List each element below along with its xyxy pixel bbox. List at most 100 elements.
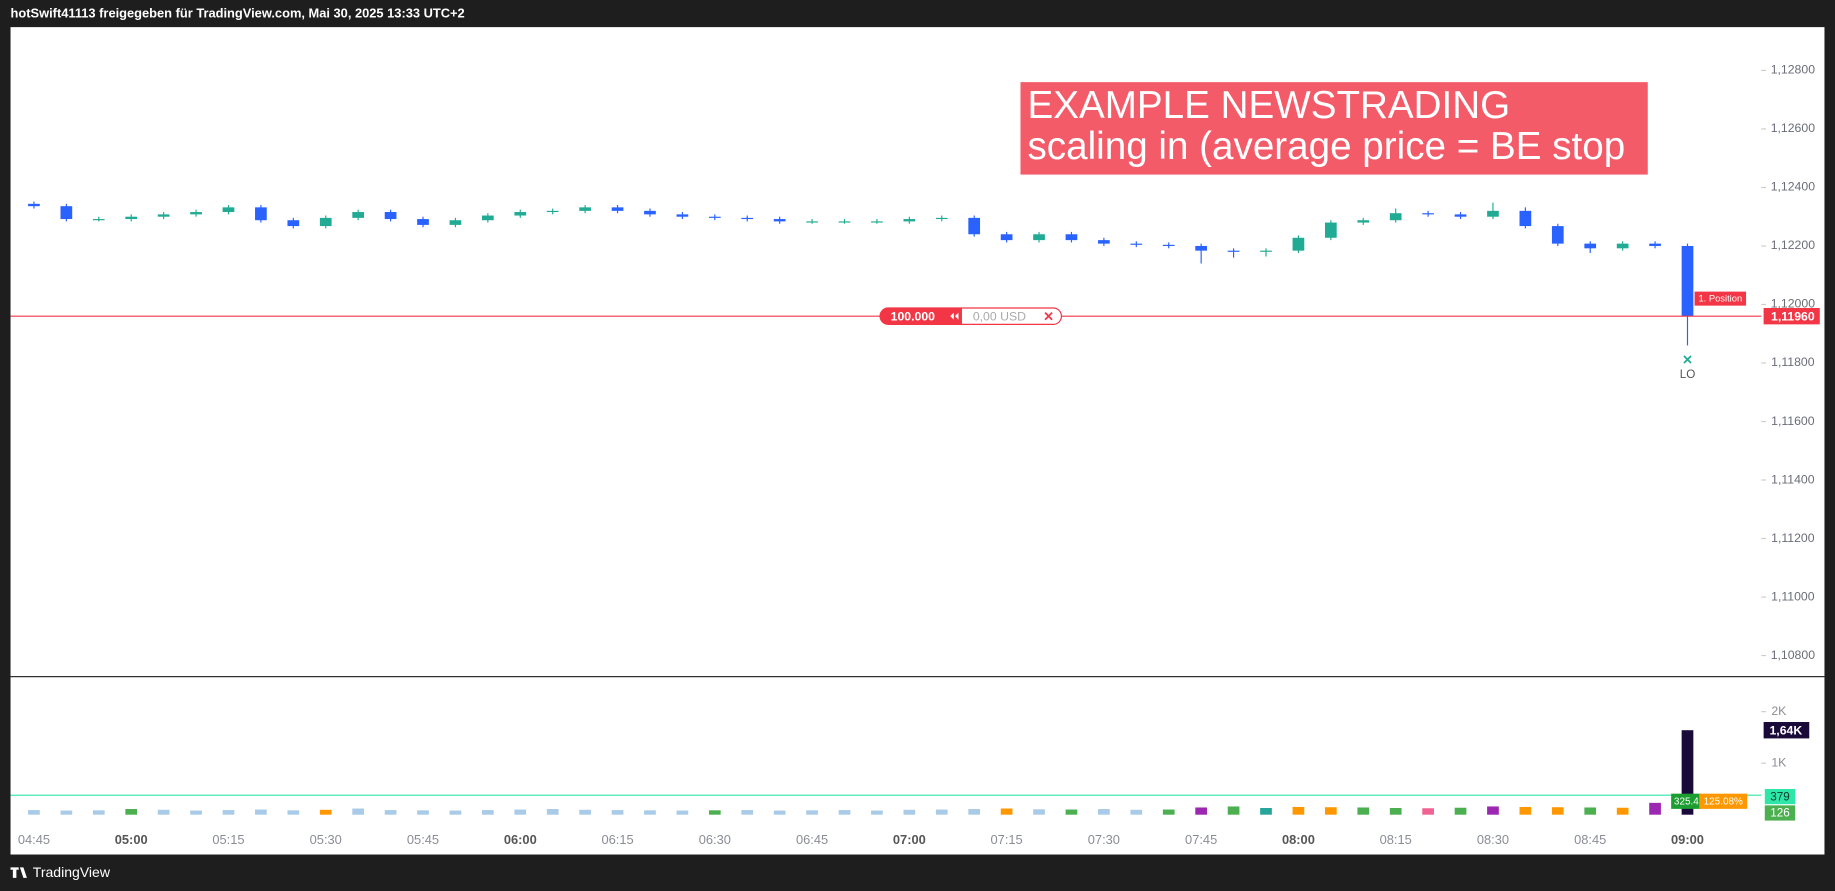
candle-body xyxy=(741,217,754,220)
indicator-label-bg xyxy=(1671,793,1702,809)
volume-bar xyxy=(708,810,721,815)
candle-body xyxy=(903,219,916,222)
volume-bar xyxy=(773,810,786,815)
volume-bar xyxy=(60,810,73,815)
volume-bar xyxy=(1130,809,1143,815)
candle-body xyxy=(644,210,656,215)
candle-body xyxy=(968,217,981,235)
volume-bar xyxy=(255,809,267,815)
position-name: 1. Position xyxy=(1698,294,1742,304)
candle-body xyxy=(1065,234,1078,241)
volume-bar xyxy=(1487,806,1499,815)
volume-bar xyxy=(1357,807,1370,815)
volume-bar xyxy=(1292,806,1305,815)
candle-body xyxy=(514,212,527,216)
indicator-label-bg xyxy=(1699,793,1748,809)
candle-body xyxy=(157,214,170,217)
volume-bar xyxy=(1389,807,1402,815)
volume-current-label: 1,64K xyxy=(1769,724,1802,738)
x-tick-label: 08:15 xyxy=(1380,832,1412,847)
candle-body xyxy=(1292,237,1305,251)
candle-body xyxy=(1033,234,1045,241)
volume-bar xyxy=(514,809,527,815)
candle-body xyxy=(1324,222,1337,238)
y-tick-label: 1,10800 xyxy=(1771,648,1816,662)
candle-body xyxy=(1649,243,1661,246)
volume-bar xyxy=(676,810,689,815)
volume-bar xyxy=(1681,730,1694,815)
x-tick-label: 06:15 xyxy=(601,832,633,847)
volume-bar xyxy=(287,810,300,815)
candle-body xyxy=(449,220,462,225)
volume-bar xyxy=(1000,808,1013,815)
candle-body xyxy=(1616,243,1629,249)
y-tick-label: 1,12600 xyxy=(1771,121,1816,135)
volume-bar xyxy=(1098,809,1110,815)
candle-body xyxy=(1681,245,1694,317)
annotation-text: EXAMPLE NEWSTRADING xyxy=(1028,84,1511,127)
x-tick-label: 05:15 xyxy=(212,832,244,847)
volume-bar xyxy=(968,809,981,815)
candle-body xyxy=(1487,210,1499,217)
candle-body xyxy=(773,219,786,222)
candle-body xyxy=(1584,243,1597,249)
position-pnl: 0,00 USD xyxy=(973,310,1026,324)
volume-bar xyxy=(157,809,170,815)
candle-body xyxy=(935,217,948,220)
volume-bar xyxy=(222,810,235,815)
candle-body xyxy=(676,214,689,217)
order-marker: LO xyxy=(1680,368,1696,381)
y-tick-label: 1,12200 xyxy=(1771,238,1816,252)
candle-body xyxy=(1162,244,1175,246)
volume-bar xyxy=(546,809,559,815)
volume-bar xyxy=(1616,807,1629,815)
y-tick-label: 1,12800 xyxy=(1771,63,1816,77)
volume-bar xyxy=(741,810,754,815)
position-name-bg xyxy=(1694,291,1747,306)
volume-bar xyxy=(806,810,818,815)
volume-bar xyxy=(644,810,656,815)
candle-body xyxy=(1519,210,1532,227)
volume-bar xyxy=(935,809,948,815)
close-icon xyxy=(1044,312,1053,321)
footer-brand: TradingView xyxy=(33,864,111,880)
volume-bar xyxy=(352,808,365,815)
volume-bar xyxy=(482,810,494,815)
candle-body xyxy=(287,220,300,227)
candle-body xyxy=(579,207,591,211)
volume-bar xyxy=(1454,807,1467,815)
volume-bar xyxy=(319,809,332,815)
y-tick-label: 1,11200 xyxy=(1771,531,1815,545)
x-tick-label: 07:15 xyxy=(991,832,1023,847)
candle-body xyxy=(60,206,73,220)
price-label-bg xyxy=(1763,307,1820,325)
candle-body xyxy=(838,221,851,223)
x-tick-label: 06:00 xyxy=(504,832,537,847)
volume-level-bg xyxy=(1764,788,1796,805)
candle-body xyxy=(384,212,397,220)
volume-bar xyxy=(92,810,105,815)
candle-body xyxy=(708,216,721,218)
volume-bar xyxy=(384,810,397,815)
candle-body xyxy=(319,217,332,227)
volume-bar xyxy=(871,810,883,815)
position-quantity: 100.000 xyxy=(891,310,936,324)
volume-tick-label: 1K xyxy=(1771,755,1787,769)
price-label: 1,11960 xyxy=(1771,310,1815,324)
volume-bar xyxy=(417,810,429,815)
candle-body xyxy=(1454,214,1467,217)
x-tick-label: 06:30 xyxy=(699,832,731,847)
candle-body xyxy=(1227,250,1240,252)
indicator-label: 325.4 xyxy=(1674,796,1699,807)
x-tick-label: 06:45 xyxy=(796,832,828,847)
x-tick-label: 04:45 xyxy=(18,832,50,847)
candle-body xyxy=(92,219,105,221)
x-tick-label: 05:30 xyxy=(310,832,342,847)
candle-body xyxy=(546,210,559,213)
candle-body xyxy=(222,207,235,213)
position-tag: 100.000 0,00 USD xyxy=(879,307,1063,325)
volume-bar xyxy=(1162,809,1175,815)
candle-body xyxy=(1389,213,1402,221)
candle-body xyxy=(1551,226,1564,244)
volume-bar xyxy=(28,810,40,815)
